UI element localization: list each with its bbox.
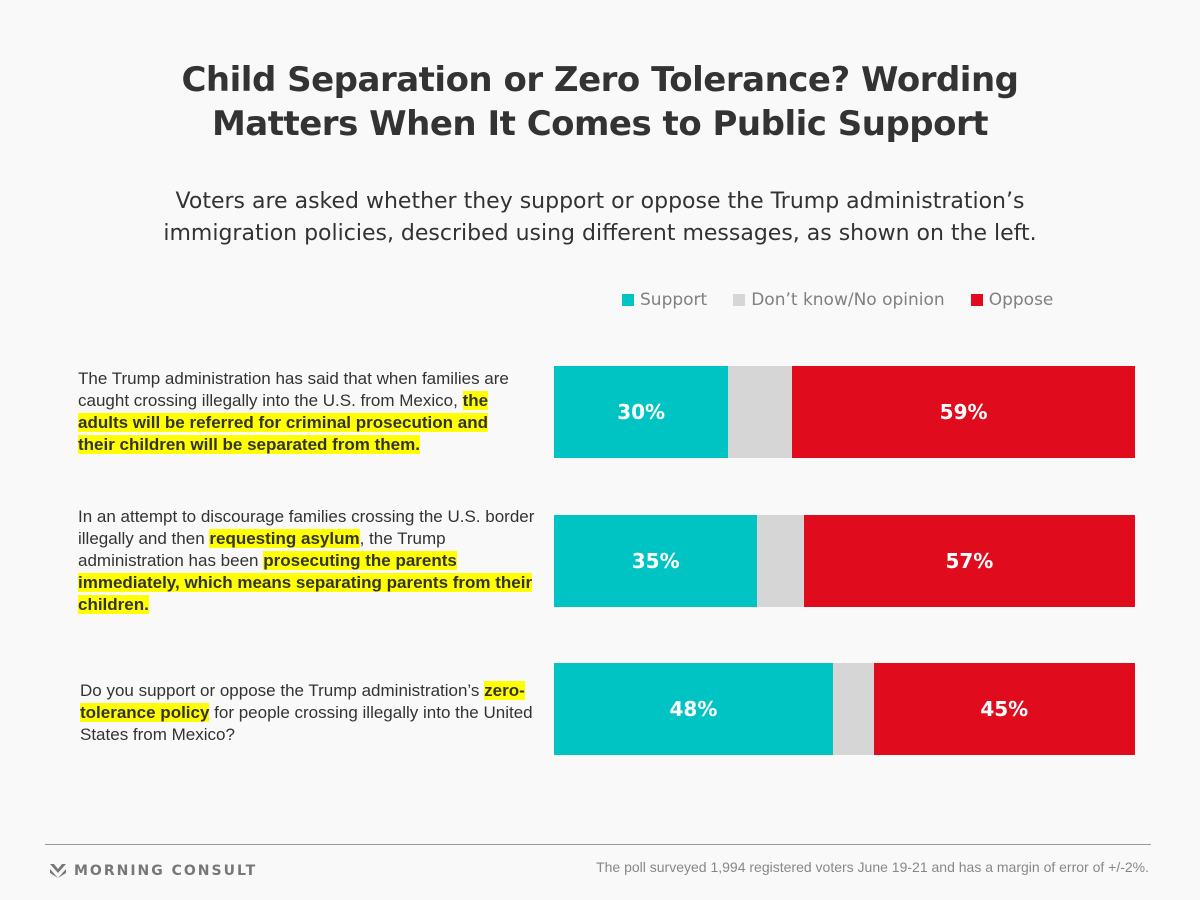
subtitle-line-1: Voters are asked whether they support or… <box>175 189 1025 214</box>
legend-swatch-dont-know <box>733 294 746 306</box>
footer-divider <box>45 844 1151 845</box>
stacked-bar-1: 30% 59% <box>554 366 1135 458</box>
bar-segment-support: 35% <box>554 515 758 607</box>
logo-text: MORNING CONSULT <box>74 863 258 879</box>
morning-consult-chevron-icon <box>50 864 66 878</box>
question-phrase: , the Trump administration has been <box>78 529 446 570</box>
bar-segment-oppose: 45% <box>873 663 1135 755</box>
bar-segment-support: 48% <box>554 663 833 755</box>
data-label-support: 35% <box>631 549 680 573</box>
bar-segment-oppose: 57% <box>803 515 1135 607</box>
legend-label-oppose: Oppose <box>988 290 1054 310</box>
highlighted-phrase: requesting asylum <box>209 529 360 548</box>
question-text-1: The Trump administration has said that w… <box>78 368 523 456</box>
bar-segment-oppose: 59% <box>792 366 1135 458</box>
bar-segment-dont-know <box>832 663 874 755</box>
morning-consult-logo: MORNING CONSULT <box>50 863 257 879</box>
question-phrase: The Trump administration has said that w… <box>78 369 509 410</box>
data-label-oppose: 59% <box>939 400 988 424</box>
title-line-1: Child Separation or Zero Tolerance? Word… <box>181 60 1019 100</box>
data-label-oppose: 45% <box>980 697 1029 721</box>
data-label-oppose: 57% <box>945 549 994 573</box>
subtitle-line-2: immigration policies, described using di… <box>163 221 1037 246</box>
bar-segment-support: 30% <box>554 366 729 458</box>
chart-title: Child Separation or Zero Tolerance? Word… <box>0 58 1200 146</box>
legend-label-dont-know: Don’t know/No opinion <box>751 290 945 310</box>
question-text-3: Do you support or oppose the Trump admin… <box>80 680 540 746</box>
question-phrase: Do you support or oppose the Trump admin… <box>80 681 485 700</box>
legend: Support Don’t know/No opinion Oppose <box>622 290 1079 310</box>
question-text-2: In an attempt to discourage families cro… <box>78 506 543 616</box>
legend-swatch-oppose <box>970 294 983 306</box>
title-line-2: Matters When It Comes to Public Support <box>211 104 989 144</box>
bar-segment-dont-know <box>728 366 793 458</box>
legend-item-support: Support <box>622 290 707 310</box>
question-phrase: for people crossing illegally into the U… <box>80 703 533 744</box>
stacked-bar-2: 35% 57% <box>554 515 1135 607</box>
legend-swatch-support <box>622 294 634 306</box>
legend-item-dont-know: Don’t know/No opinion <box>733 290 945 310</box>
footer-note: The poll surveyed 1,994 registered voter… <box>596 859 1149 875</box>
legend-item-oppose: Oppose <box>970 290 1054 310</box>
question-phrase: In an attempt to discourage families cro… <box>78 507 535 548</box>
chart-subtitle: Voters are asked whether they support or… <box>0 186 1200 250</box>
data-label-support: 48% <box>669 697 718 721</box>
bar-segment-dont-know <box>757 515 804 607</box>
data-label-support: 30% <box>617 400 666 424</box>
stacked-bar-3: 48% 45% <box>554 663 1135 755</box>
legend-label-support: Support <box>640 290 708 310</box>
